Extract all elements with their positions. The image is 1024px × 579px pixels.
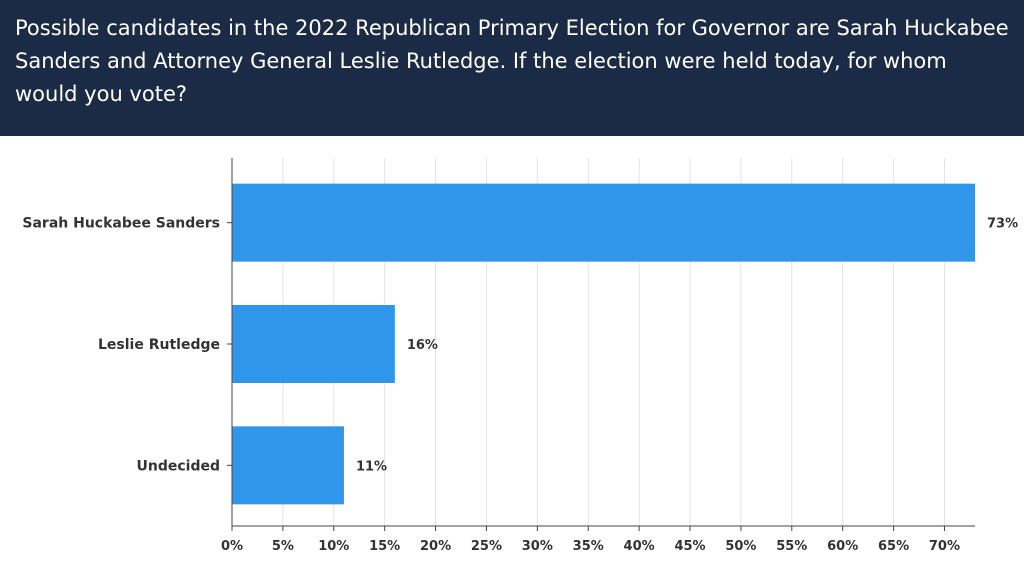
data-label: 11% — [356, 459, 387, 474]
category-label: Sarah Huckabee Sanders — [22, 216, 220, 232]
category-label: Undecided — [137, 458, 221, 474]
data-label: 16% — [407, 338, 438, 353]
x-tick-label: 5% — [272, 539, 294, 554]
x-tick-label: 65% — [878, 539, 909, 554]
x-tick-label: 10% — [318, 539, 349, 554]
labels: 0% 5% 10% 15% 20% 25% 30% 35% 40% 45% 50% 55% 60% 65%… — [22, 216, 1018, 554]
x-tick-label: 60% — [827, 539, 858, 554]
data-label: 73% — [987, 217, 1018, 232]
x-tick-label: 15% — [369, 539, 400, 554]
bar-chart: 0% 5% 10% 15% 20% 25% 30% 35% 40% 45% 50% 55% 60% 65%… — [22, 158, 1018, 554]
x-tick-label: 70% — [929, 539, 960, 554]
x-tick-label: 40% — [624, 539, 655, 554]
x-tick-label: 20% — [420, 539, 451, 554]
x-tick-label: 0% — [221, 539, 243, 554]
x-tick-label: 50% — [725, 539, 756, 554]
question-header: Possible candidates in the 2022 Republic… — [0, 0, 1024, 136]
x-tick-label: 30% — [522, 539, 553, 554]
x-tick-label: 45% — [674, 539, 705, 554]
x-tick-label: 25% — [471, 539, 502, 554]
x-tick-label: 35% — [573, 539, 604, 554]
axes — [227, 158, 975, 531]
question-text: Possible candidates in the 2022 Republic… — [15, 16, 1009, 106]
x-tick-label: 55% — [776, 539, 807, 554]
bars — [232, 183, 975, 505]
category-label: Leslie Rutledge — [98, 337, 220, 353]
bar — [232, 305, 395, 383]
bar — [232, 183, 975, 262]
bar — [232, 426, 344, 505]
